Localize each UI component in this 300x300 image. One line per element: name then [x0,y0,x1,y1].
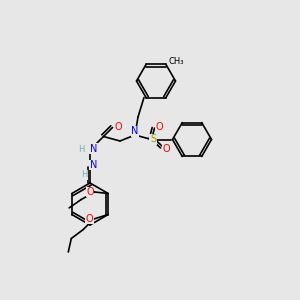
Text: O: O [114,122,122,133]
Text: CH₃: CH₃ [169,57,184,66]
Text: O: O [85,214,93,224]
Text: O: O [162,144,170,154]
Text: N: N [131,126,139,136]
Text: O: O [86,187,94,197]
Text: N: N [90,143,97,154]
Text: O: O [155,122,163,132]
Text: S: S [150,134,156,145]
Text: H: H [78,146,85,154]
Text: N: N [90,160,97,170]
Text: H: H [81,170,88,179]
